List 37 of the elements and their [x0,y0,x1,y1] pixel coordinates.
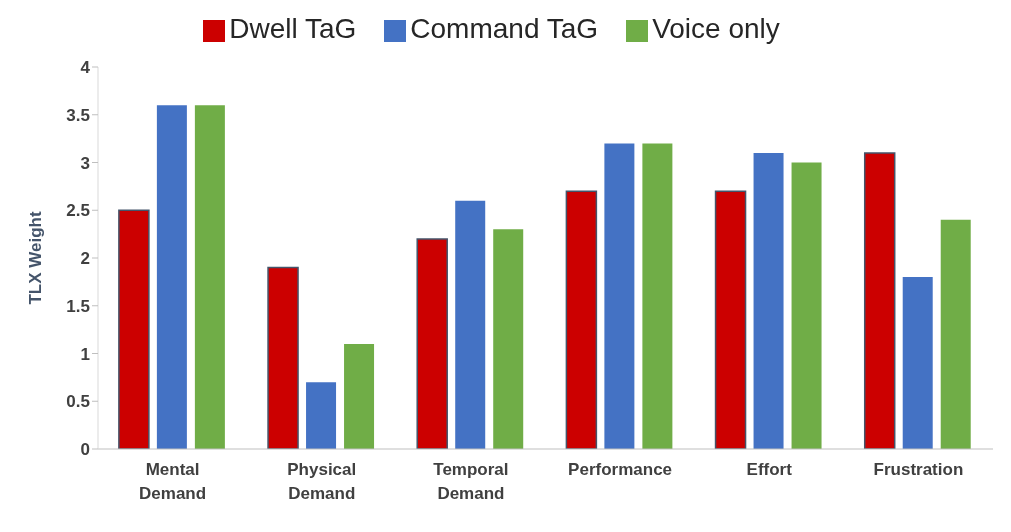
bar [267,266,299,449]
bar [902,277,933,449]
y-axis-title: TLX Weight [26,211,46,305]
x-tick-label: Performance [568,460,673,479]
legend-label: Dwell TaG [229,13,357,44]
bar [194,105,225,449]
bar [642,143,673,449]
bar [493,229,524,449]
bar [714,190,747,449]
x-tick-label: Mental Demand [139,460,207,503]
y-tick-label: 2 [80,249,90,269]
bar [306,382,337,449]
y-tick-label: 3.5 [66,105,90,125]
y-tick-label: 0 [80,440,90,460]
bar [416,238,448,449]
x-tick-label: Temporal Demand [433,460,509,503]
x-tick-label: Effort [746,460,793,479]
bar [863,152,896,449]
y-tick-label: 1 [80,344,90,364]
legend-label: Voice only [652,13,780,44]
bar [156,105,187,449]
bar [565,190,598,449]
legend-label: Command TaG [410,13,599,44]
y-tick-label: 2.5 [66,201,90,221]
bar [118,209,150,449]
bar [940,219,971,449]
y-tick-label: 1.5 [66,296,90,316]
y-tick-label: 3 [80,153,90,173]
x-tick-label: Frustration [873,460,964,479]
y-tick-label: 0.5 [66,392,90,412]
bar [344,343,375,449]
x-tick-label: Physical Demand [287,460,357,503]
bar [791,162,822,449]
bar [604,143,635,449]
y-tick-label: 4 [80,58,91,78]
bar [753,152,784,449]
bar [455,200,486,449]
